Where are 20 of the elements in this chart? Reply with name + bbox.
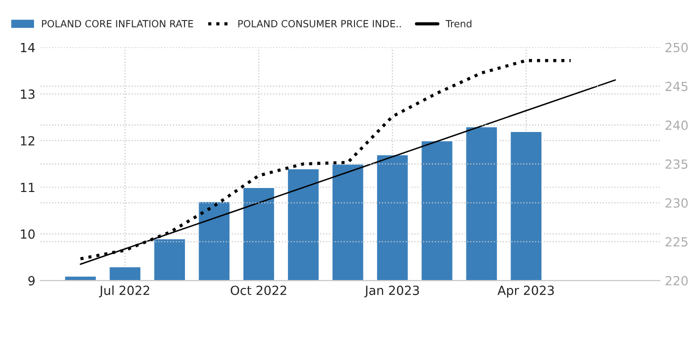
x-tick-label: Jul 2022 (98, 285, 150, 298)
y2-tick-label: 245 (666, 82, 688, 92)
y2-tick-label: 240 (666, 120, 688, 130)
y2-tick-label: 220 (666, 276, 688, 286)
x-tick-label: Apr 2023 (498, 286, 554, 298)
y-tick-label: 11 (20, 182, 34, 192)
y2-tick-label: 250 (666, 42, 688, 52)
y-tick-label: 10 (20, 229, 35, 239)
y-tick-label: 13 (20, 89, 35, 99)
y-tick-label: 14 (20, 42, 35, 52)
y-tick-label: 9 (28, 276, 35, 286)
y2-tick-label: 235 (666, 159, 688, 169)
y2-tick-label: 230 (666, 198, 688, 208)
x-tick-label: Jan 2023 (364, 286, 419, 298)
legend-label: Trend (446, 20, 472, 28)
legend-label: POLAND CONSUMER PRICE INDE.. (238, 20, 401, 28)
y2-tick-label: 225 (666, 237, 688, 247)
x-tick-label: Oct 2022 (230, 286, 286, 296)
legend-label: POLAND CORE INFLATION RATE (42, 20, 194, 28)
y-tick-label: 12 (20, 136, 34, 146)
